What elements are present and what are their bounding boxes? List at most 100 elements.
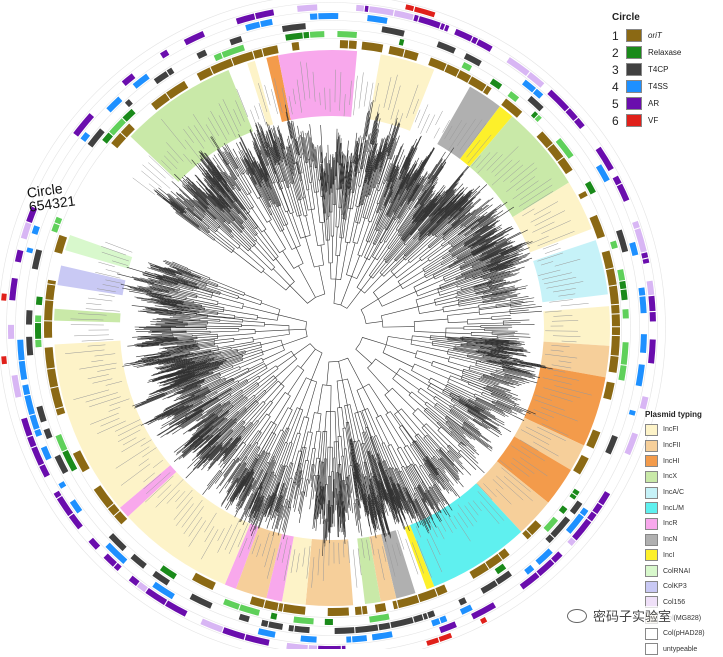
annotation-block	[617, 184, 630, 202]
annotation-block	[621, 289, 628, 300]
tree-branch	[365, 188, 374, 218]
tree-branch	[479, 306, 511, 312]
tree-tip	[133, 178, 155, 195]
tree-branch	[328, 216, 330, 240]
tree-branch	[282, 409, 292, 431]
tree-branch	[470, 366, 505, 375]
tree-branch	[244, 294, 262, 303]
color-swatch	[645, 534, 658, 546]
annotation-block	[32, 225, 40, 235]
annotation-block	[440, 23, 445, 30]
tree-branch	[360, 337, 386, 344]
annotation-block	[9, 278, 18, 301]
tree-branch	[319, 245, 324, 266]
tree-branch	[446, 174, 464, 195]
tree-branch	[334, 480, 335, 498]
tree-branch	[433, 485, 443, 501]
tree-branch	[343, 428, 345, 449]
tree-branch	[492, 402, 511, 411]
tree-branch	[331, 236, 333, 263]
annotation-block	[611, 305, 620, 314]
tree-branch	[325, 431, 327, 458]
tree-branch	[337, 473, 338, 494]
annotation-block	[88, 538, 100, 550]
tree-branch	[233, 251, 263, 273]
typing-legend-label: ColKP3	[663, 583, 687, 590]
tree-branch	[389, 388, 416, 411]
tree-branch	[481, 325, 512, 326]
tree-tip	[99, 294, 115, 296]
tree-branch	[244, 414, 268, 443]
annotation-block	[355, 625, 378, 634]
tree-branch	[303, 137, 307, 163]
tree-branch	[448, 312, 480, 319]
typing-legend-item: ColRNAI	[645, 563, 721, 579]
annotation-block	[1, 293, 7, 300]
tree-branch	[337, 208, 340, 227]
annotation-block	[278, 603, 283, 612]
annotation-block	[388, 46, 404, 57]
annotation-block	[73, 113, 94, 137]
annotation-block	[337, 31, 357, 38]
annotation-block	[621, 342, 629, 365]
tree-branch	[206, 285, 238, 297]
annotation-block	[35, 315, 41, 322]
tree-branch	[186, 331, 210, 332]
tree-branch	[420, 239, 444, 259]
typing-legend-label: IncHI	[663, 458, 679, 465]
tree-branch	[494, 405, 511, 413]
tree-branch	[299, 216, 305, 237]
typing-legend-label: IncA/C	[663, 489, 684, 496]
annotation-block	[44, 321, 52, 338]
tree-branch	[340, 407, 345, 428]
tree-branch	[286, 409, 300, 443]
annotation-block	[640, 396, 649, 409]
annotation-block	[36, 296, 43, 305]
annotation-block	[292, 42, 300, 51]
tree-branch	[200, 230, 214, 240]
tree-branch	[313, 449, 315, 465]
tree-branch	[300, 478, 303, 495]
tree-branch	[485, 330, 518, 331]
annotation-block	[260, 19, 273, 27]
tree-branch	[298, 266, 315, 298]
tree-branch	[382, 443, 393, 468]
tree-branch	[449, 379, 482, 393]
color-swatch	[645, 424, 658, 436]
tree-branch	[368, 364, 389, 392]
tree-branch	[397, 448, 407, 467]
annotation-block	[45, 284, 55, 300]
annotation-block	[648, 339, 656, 363]
typing-legend-item: IncHI	[645, 453, 721, 469]
annotation-block	[413, 15, 418, 22]
annotation-block	[8, 325, 14, 339]
tree-branch	[409, 247, 429, 263]
annotation-block	[611, 336, 620, 356]
tree-branch	[381, 307, 418, 322]
tree-branch	[257, 381, 281, 402]
tree-branch	[182, 177, 207, 202]
plasmid-type-sector	[369, 54, 434, 131]
annotation-block	[392, 601, 398, 610]
typing-legend-label: IncI	[663, 552, 674, 559]
tree-branch	[382, 321, 414, 327]
tree-branch	[463, 425, 492, 447]
annotation-block	[309, 645, 318, 649]
tree-branch	[444, 389, 459, 397]
tree-branch	[367, 244, 374, 259]
tree-branch	[307, 380, 317, 417]
annotation-block	[609, 286, 619, 305]
wechat-icon	[567, 609, 587, 623]
tree-branch	[397, 374, 420, 390]
tree-branch	[332, 472, 333, 506]
tree-branch	[332, 205, 334, 236]
tree-branch	[217, 389, 231, 398]
tree-branch	[326, 484, 327, 519]
tree-tip	[561, 303, 589, 306]
tree-branch	[292, 213, 306, 238]
annotation-block	[632, 221, 640, 229]
tree-tip	[353, 550, 357, 588]
tree-branch	[485, 329, 509, 330]
